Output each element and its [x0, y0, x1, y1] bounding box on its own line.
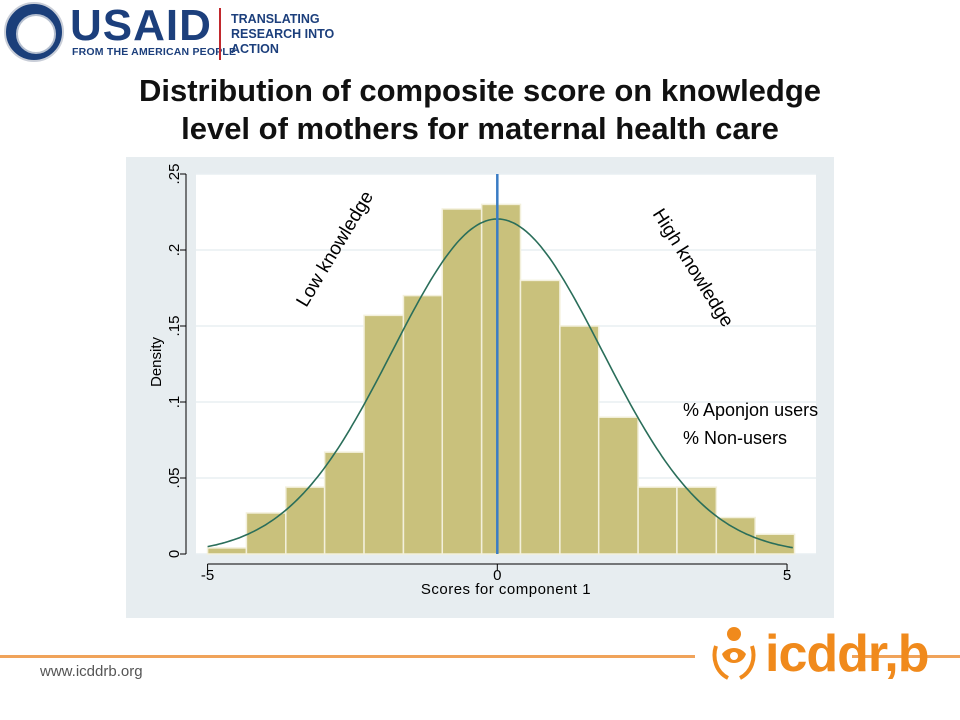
usaid-motto-line: RESEARCH INTO — [231, 27, 335, 41]
y-tick-label: .2 — [166, 244, 183, 257]
histogram-bar — [597, 416, 639, 555]
y-tick-label: .15 — [166, 316, 183, 337]
y-tick-label: .1 — [166, 396, 183, 409]
histogram-bar — [323, 451, 365, 555]
histogram-bar — [206, 547, 248, 555]
slide-title-line-2: level of mothers for maternal health car… — [181, 111, 779, 146]
slide-title-line-1: Distribution of composite score on knowl… — [138, 73, 822, 108]
icddrb-emblem-icon — [712, 627, 756, 680]
histogram-bar — [480, 203, 522, 555]
x-tick-label: 0 — [493, 567, 501, 584]
legend-non-users: % Non-users — [683, 428, 787, 448]
histogram-bar — [285, 486, 326, 555]
header: USAID FROM THE AMERICAN PEOPLE TRANSLATI… — [0, 0, 960, 70]
histogram-bar — [441, 208, 483, 555]
histogram-bar — [363, 314, 405, 555]
histogram-bar — [402, 294, 444, 555]
usaid-wordmark: USAID — [70, 1, 212, 50]
y-axis-title: Density — [148, 336, 165, 387]
histogram-chart: 0 .05 .1 .15 .2 .25 -5 0 5 Scores for component 1… — [148, 164, 818, 598]
x-tick-label: 5 — [783, 567, 791, 584]
usaid-motto: TRANSLATING RESEARCH INTO ACTION — [231, 12, 334, 57]
footer-url: www.icddrb.org — [40, 663, 143, 680]
histogram-bar — [245, 512, 287, 555]
histogram-bar — [519, 279, 561, 555]
y-tick-label: .05 — [166, 468, 183, 489]
usaid-tagline: FROM THE AMERICAN PEOPLE — [72, 46, 237, 58]
x-axis-title: Scores for component 1 — [421, 581, 591, 598]
icddrb-wordmark: icddr,b — [765, 625, 929, 683]
x-tick-label: -5 — [201, 567, 214, 584]
usaid-motto-line: ACTION — [231, 42, 279, 56]
chart-panel: 0 .05 .1 .15 .2 .25 -5 0 5 Scores for component 1… — [126, 157, 834, 618]
y-tick-label: 0 — [166, 550, 183, 558]
usaid-divider — [219, 8, 221, 60]
histogram-bar — [676, 486, 718, 555]
usaid-motto-line: TRANSLATING — [231, 12, 320, 26]
normal-density-curve — [207, 218, 793, 549]
usaid-seal-icon — [4, 2, 64, 62]
legend-aponjon-users: % Aponjon users — [683, 400, 818, 420]
footer-divider — [0, 655, 695, 658]
y-tick-label: .25 — [166, 164, 183, 185]
histogram-bar — [637, 486, 678, 555]
histogram-bar — [559, 325, 600, 555]
slide-title: Distribution of composite score on knowl… — [0, 72, 960, 148]
footer-divider-right — [852, 655, 960, 658]
